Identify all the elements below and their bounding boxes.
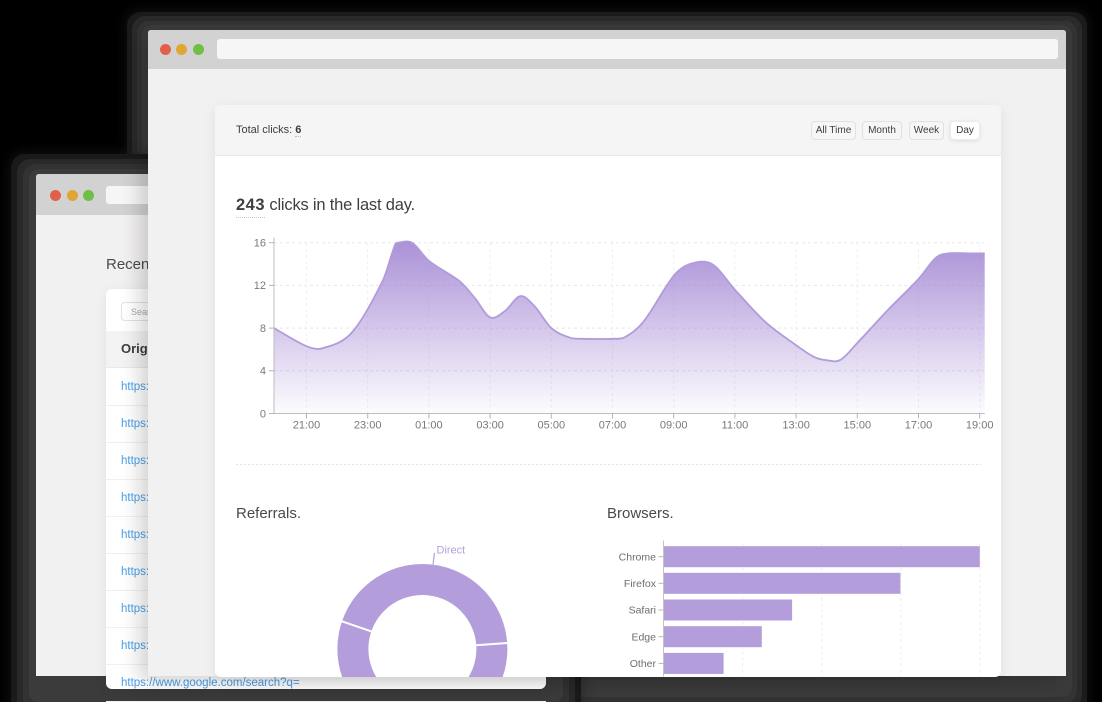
svg-text:19:00: 19:00: [966, 419, 994, 431]
svg-text:05:00: 05:00: [538, 419, 566, 431]
svg-text:Edge: Edge: [631, 631, 656, 643]
svg-text:4: 4: [260, 365, 266, 377]
svg-text:09:00: 09:00: [660, 419, 688, 431]
svg-text:13:00: 13:00: [782, 419, 810, 431]
svg-text:8: 8: [260, 322, 266, 334]
svg-text:Chrome: Chrome: [619, 551, 657, 563]
svg-text:17:00: 17:00: [905, 419, 933, 431]
svg-text:Direct: Direct: [437, 544, 466, 556]
svg-text:03:00: 03:00: [476, 419, 504, 431]
svg-text:23:00: 23:00: [354, 419, 382, 431]
svg-text:0: 0: [260, 408, 266, 420]
svg-text:12: 12: [254, 280, 266, 292]
svg-text:01:00: 01:00: [415, 419, 443, 431]
svg-text:07:00: 07:00: [599, 419, 627, 431]
svg-text:Firefox: Firefox: [624, 577, 657, 589]
svg-text:16: 16: [254, 237, 266, 249]
svg-text:21:00: 21:00: [293, 419, 321, 431]
svg-text:11:00: 11:00: [722, 419, 749, 431]
svg-text:Safari: Safari: [629, 604, 656, 616]
svg-text:Other: Other: [630, 658, 657, 670]
svg-text:15:00: 15:00: [844, 419, 872, 431]
